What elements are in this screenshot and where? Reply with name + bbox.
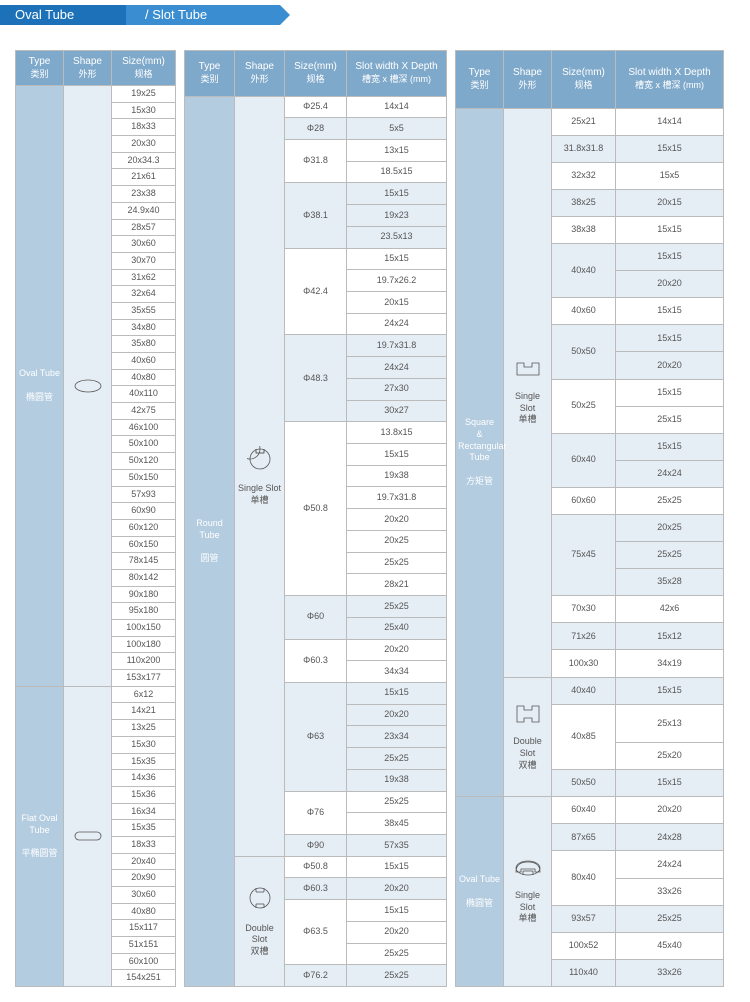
oval-icon [73, 377, 103, 395]
th-size: Size(mm)规格 [112, 51, 176, 86]
header-title-2: / Slot Tube [145, 7, 207, 22]
round-double-slot-icon [247, 885, 273, 911]
page-content: Type类别 Shape外形 Size(mm)规格 Oval Tube椭圆管19… [0, 50, 750, 1002]
th-type: Type类别 [185, 51, 235, 97]
th-size: Size(mm)规格 [285, 51, 347, 97]
table-oval: Type类别 Shape外形 Size(mm)规格 Oval Tube椭圆管19… [15, 50, 176, 987]
round-single-slot-icon [247, 446, 273, 472]
flat-oval-icon [73, 829, 103, 843]
page-header: Oval Tube / Slot Tube [0, 0, 750, 30]
th-type: Type类别 [456, 51, 504, 109]
th-shape: Shape外形 [504, 51, 552, 109]
th-type: Type类别 [16, 51, 64, 86]
th-shape: Shape外形 [64, 51, 112, 86]
th-slot: Slot width X Depth槽宽 x 槽深 (mm) [347, 51, 447, 97]
square-double-slot-icon [515, 703, 541, 725]
square-single-slot-icon [515, 359, 541, 379]
th-slot: Slot width X Depth槽宽 x 槽深 (mm) [616, 51, 724, 109]
table-round: Type类别 Shape外形 Size(mm)规格 Slot width X D… [184, 50, 447, 987]
th-size: Size(mm)规格 [552, 51, 616, 109]
header-title-1: Oval Tube [15, 7, 74, 22]
table-sqrect: Type类别 Shape外形 Size(mm)规格 Slot width X D… [455, 50, 724, 987]
th-shape: Shape外形 [235, 51, 285, 97]
oval-single-slot-icon [513, 858, 543, 878]
